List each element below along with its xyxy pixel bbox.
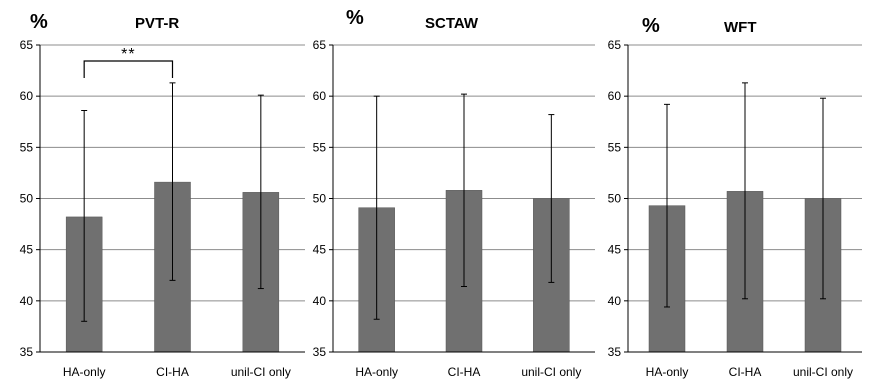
y-unit-label: % — [642, 15, 660, 37]
y-tick-label: 60 — [313, 89, 327, 103]
chart-panel-3: % WFT 35 40 45 50 55 60 65 HA-only CI-HA unil-CI on… — [608, 15, 862, 379]
y-tick-label: 40 — [313, 294, 327, 308]
y-tick-label: 65 — [608, 38, 622, 52]
y-tick-label: 60 — [20, 89, 34, 103]
significance-label: ** — [121, 46, 135, 63]
y-tick-label: 65 — [20, 38, 34, 52]
y-tick-label: 65 — [313, 38, 327, 52]
chart-title: PVT-R — [135, 15, 179, 32]
y-tick-label: 50 — [313, 192, 327, 206]
x-category-label: CI-HA — [156, 365, 189, 379]
y-tick-label: 60 — [608, 89, 622, 103]
x-category-label: CI-HA — [729, 365, 762, 379]
x-category-label: unil-CI only — [521, 365, 581, 379]
y-tick-label: 40 — [20, 294, 34, 308]
x-category-label: HA-only — [63, 365, 106, 379]
chart-title: SCTAW — [425, 15, 479, 32]
y-tick-label: 45 — [313, 243, 327, 257]
chart-panel-2: % SCTAW 35 40 45 50 55 60 65 HA-only CI-HA unil-CI … — [313, 7, 595, 379]
y-tick-label: 35 — [313, 345, 327, 359]
y-tick-label: 35 — [608, 345, 622, 359]
x-category-label: unil-CI only — [231, 365, 291, 379]
y-tick-label: 50 — [608, 192, 622, 206]
chart-panel-1: % PVT-R 35 40 45 50 55 60 65 HA-only CI-HA unil-CI … — [20, 11, 305, 379]
y-tick-label: 55 — [313, 140, 327, 154]
y-unit-label: % — [346, 7, 364, 29]
y-tick-label: 45 — [608, 243, 622, 257]
x-category-label: HA-only — [355, 365, 398, 379]
x-category-label: unil-CI only — [793, 365, 853, 379]
y-tick-label: 55 — [608, 140, 622, 154]
y-tick-label: 50 — [20, 192, 34, 206]
x-category-label: CI-HA — [448, 365, 481, 379]
y-tick-label: 45 — [20, 243, 34, 257]
y-unit-label: % — [30, 11, 48, 33]
y-tick-label: 55 — [20, 140, 34, 154]
y-tick-label: 35 — [20, 345, 34, 359]
x-category-label: HA-only — [646, 365, 689, 379]
significance-bracket — [83, 60, 174, 78]
chart-title: WFT — [724, 19, 756, 36]
y-tick-label: 40 — [608, 294, 622, 308]
